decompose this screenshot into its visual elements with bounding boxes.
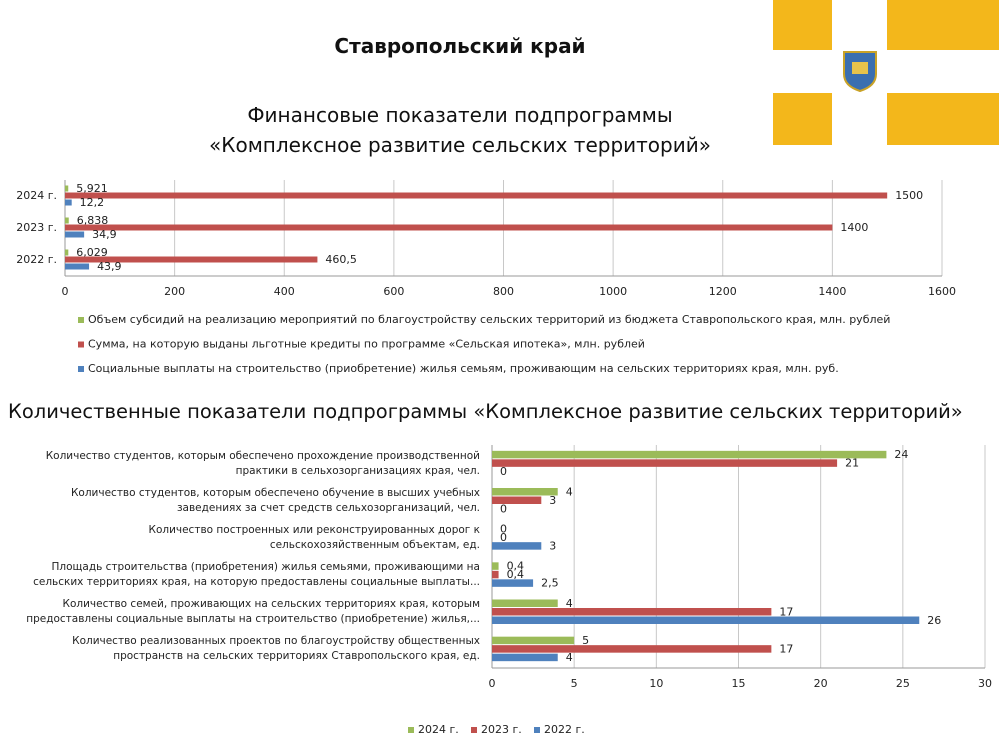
data-label: 5,921: [76, 182, 108, 195]
legend-marker: [78, 366, 84, 372]
data-label: 0: [500, 531, 507, 544]
bar: [492, 599, 558, 607]
data-label: 1500: [895, 189, 923, 202]
y-tick-label: 2022 г.: [16, 253, 57, 266]
x-tick-label: 0: [62, 285, 69, 298]
chart-title: Количественные показатели подпрограммы «…: [8, 400, 963, 423]
slide-title: Ставропольский край: [334, 34, 586, 58]
data-label: 2,5: [541, 577, 559, 590]
x-tick-label: 20: [814, 677, 828, 690]
bar: [65, 256, 318, 263]
bar: [492, 570, 499, 579]
y-tick-label: Площадь строительства (приобретения) жил…: [33, 561, 480, 589]
bar: [492, 645, 772, 653]
legend-label: Объем субсидий на реализацию мероприятий…: [88, 313, 890, 326]
data-label: 0,4: [507, 568, 525, 581]
x-tick-label: 200: [164, 285, 185, 298]
y-tick-label: 2024 г.: [16, 189, 57, 202]
data-label: 5: [582, 634, 589, 647]
bar: [492, 579, 534, 587]
data-label: 4: [566, 597, 573, 610]
x-tick-label: 600: [383, 285, 404, 298]
bar: [492, 616, 920, 624]
data-label: 43,9: [97, 260, 122, 273]
x-tick-label: 25: [896, 677, 910, 690]
bar: [492, 542, 542, 550]
bar: [492, 496, 542, 504]
bar: [65, 217, 69, 224]
data-label: 17: [779, 642, 793, 655]
data-label: 6,838: [77, 214, 109, 227]
x-tick-label: 800: [493, 285, 514, 298]
data-label: 26: [927, 614, 941, 627]
x-tick-label: 1400: [818, 285, 846, 298]
bar: [65, 263, 90, 270]
bar: [492, 459, 838, 467]
x-tick-label: 0: [489, 677, 496, 690]
chart-title: Финансовые показатели подпрограммы «Комп…: [209, 103, 711, 157]
data-label: 34,9: [92, 228, 117, 241]
bar: [492, 562, 499, 570]
x-tick-label: 15: [732, 677, 746, 690]
bar: [65, 224, 833, 231]
y-tick-label: 2023 г.: [16, 221, 57, 234]
x-tick-label: 1000: [599, 285, 627, 298]
y-tick-label: Количество построенных или реконструиров…: [148, 523, 480, 551]
legend-label: 2024 г.: [418, 723, 459, 736]
data-label: 6,029: [76, 246, 108, 259]
x-tick-label: 1200: [709, 285, 737, 298]
bar: [65, 231, 85, 238]
data-label: 1400: [840, 221, 868, 234]
data-label: 4: [566, 651, 573, 664]
data-label: 0: [500, 522, 507, 535]
x-tick-label: 1600: [928, 285, 956, 298]
emblem-banner: [773, 0, 999, 145]
bar: [492, 608, 772, 616]
legend-marker: [78, 317, 84, 323]
x-tick-label: 10: [649, 677, 663, 690]
data-label: 460,5: [325, 253, 357, 266]
bar: [492, 636, 575, 645]
bar: [65, 185, 69, 192]
legend-marker: [534, 727, 540, 733]
legend-label: Социальные выплаты на строительство (при…: [88, 362, 839, 375]
data-label: 0: [500, 502, 507, 515]
legend-label: 2022 г.: [544, 723, 585, 736]
legend-marker: [408, 727, 414, 733]
x-tick-label: 30: [978, 677, 992, 690]
bar: [492, 653, 558, 662]
legend-label: 2023 г.: [481, 723, 522, 736]
data-label: 3: [549, 539, 556, 552]
bar: [65, 249, 69, 256]
data-label: 17: [779, 605, 793, 618]
y-tick-label: Количество студентов, которым обеспечено…: [45, 449, 480, 477]
data-label: 4: [566, 485, 573, 498]
data-label: 12,2: [80, 196, 105, 209]
data-label: 0: [500, 465, 507, 478]
data-label: 0,4: [507, 560, 525, 573]
y-tick-label: Количество реализованных проектов по бла…: [72, 635, 480, 663]
x-tick-label: 5: [571, 677, 578, 690]
bar: [65, 199, 72, 206]
data-label: 24: [894, 448, 908, 461]
legend-marker: [471, 727, 477, 733]
y-tick-label: Количество семей, проживающих на сельски…: [26, 598, 480, 626]
bar: [492, 488, 558, 496]
data-label: 3: [549, 494, 556, 507]
x-tick-label: 400: [274, 285, 295, 298]
data-label: 21: [845, 457, 859, 470]
legend-label: Сумма, на которую выданы льготные кредит…: [88, 338, 645, 351]
bar: [65, 192, 888, 199]
legend-marker: [78, 341, 84, 348]
y-tick-label: Количество студентов, которым обеспечено…: [70, 486, 480, 514]
bar: [492, 450, 887, 459]
